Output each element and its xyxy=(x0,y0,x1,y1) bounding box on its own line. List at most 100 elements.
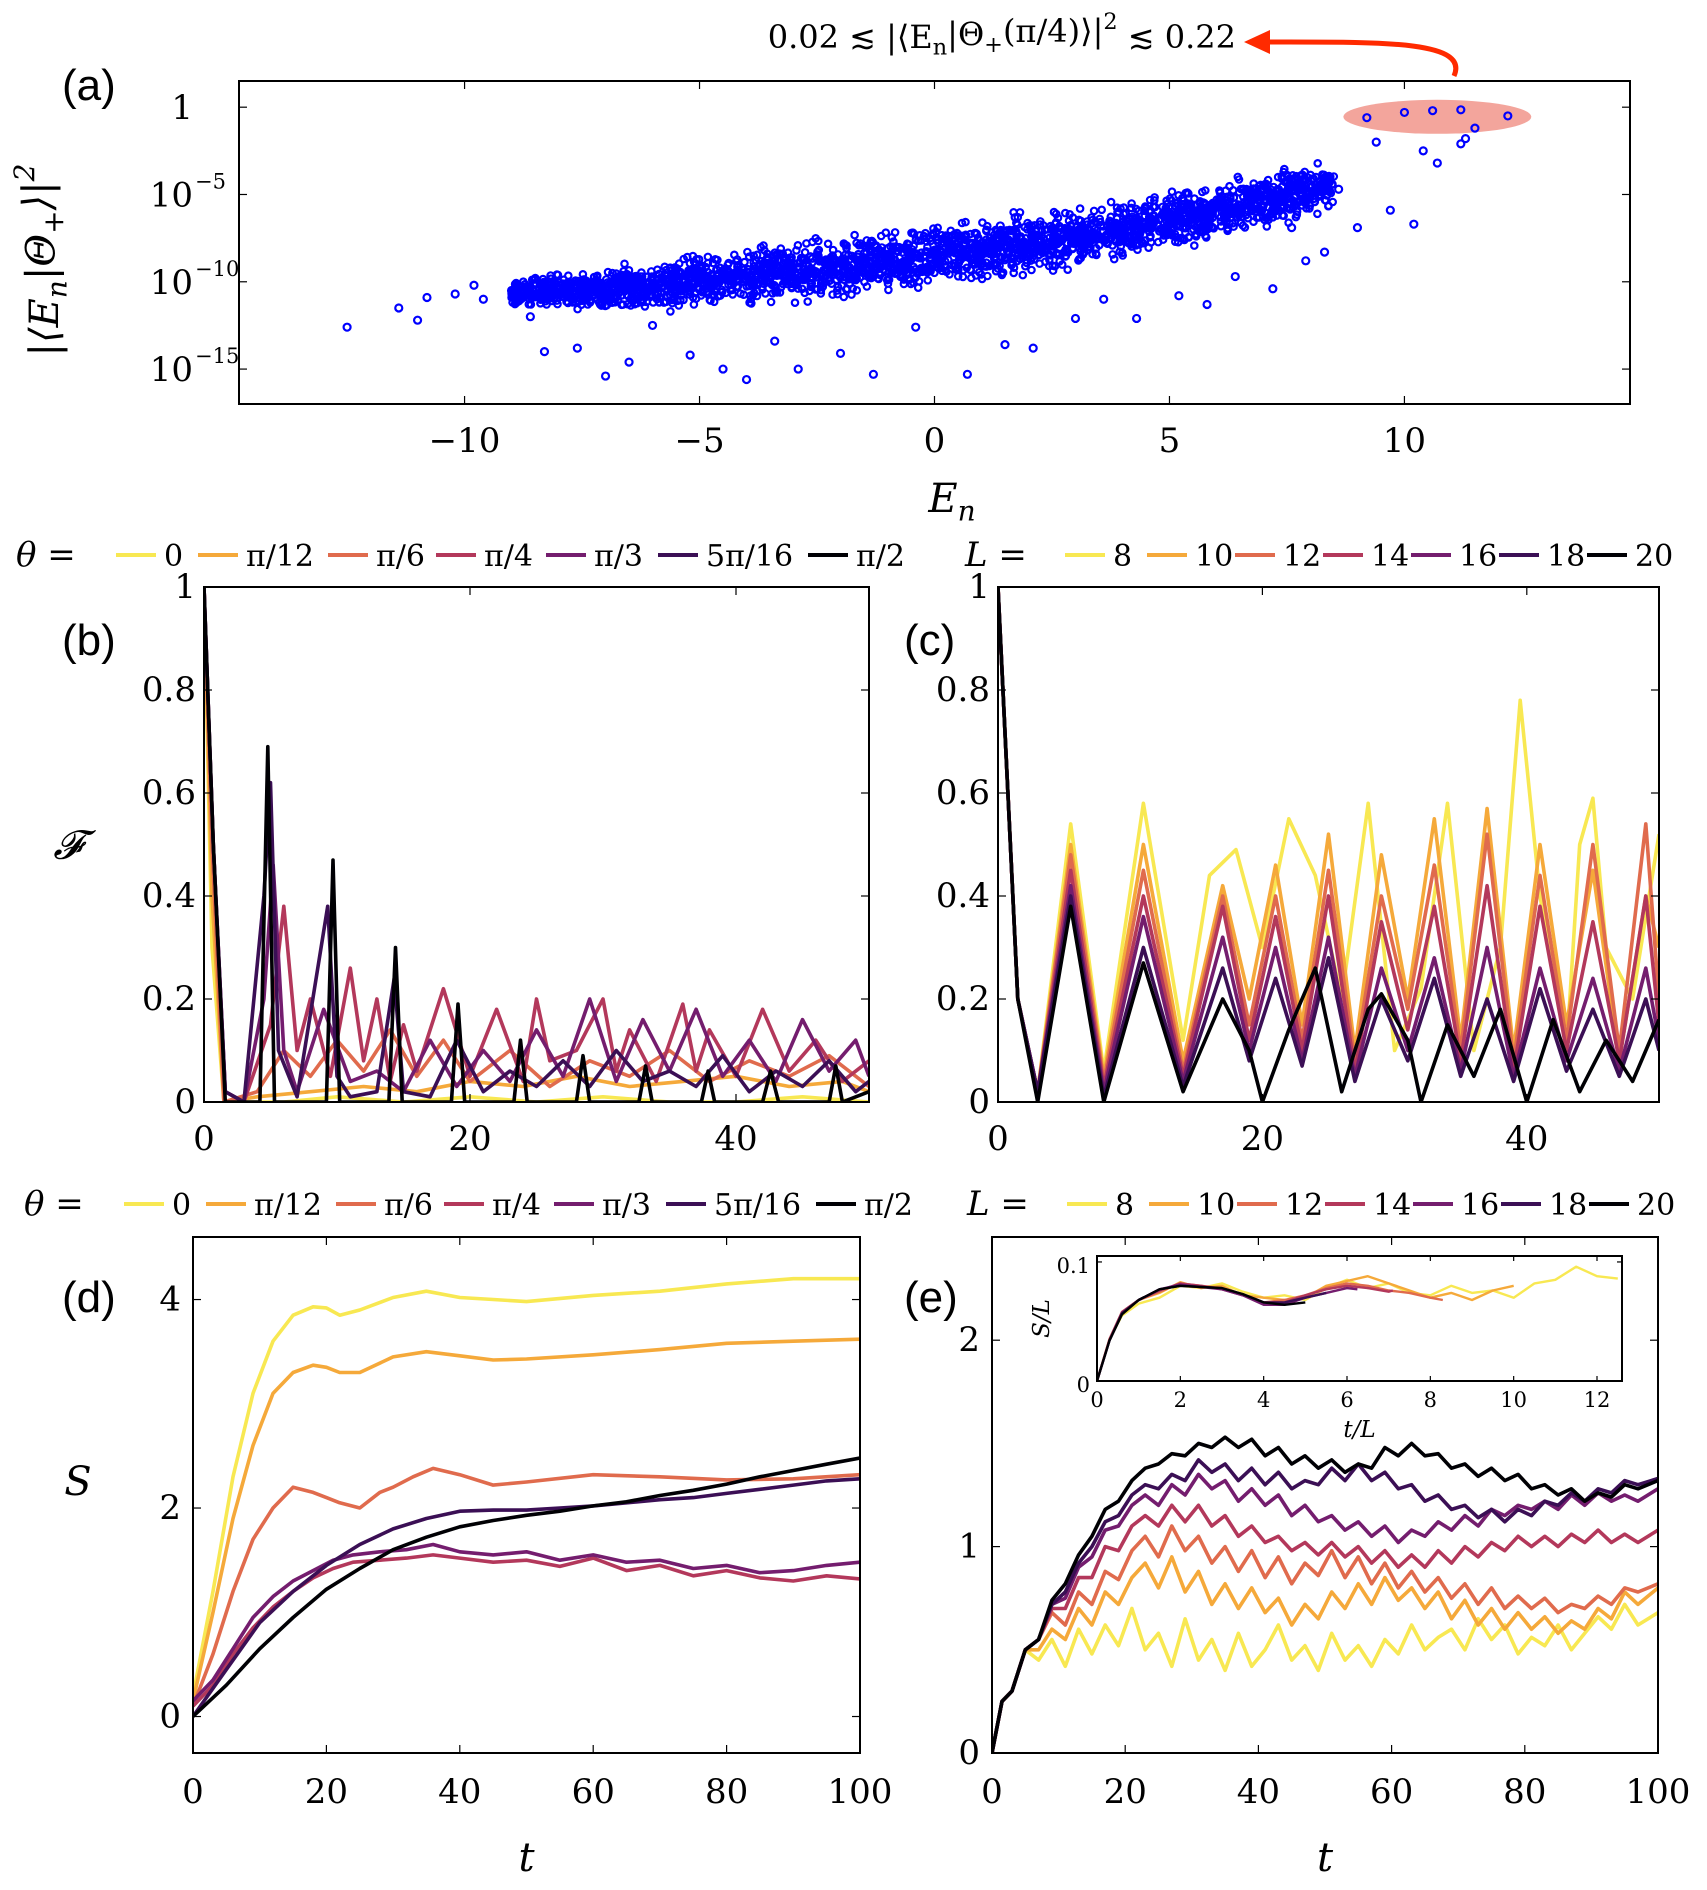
a-cloud-point xyxy=(752,250,762,260)
a-data-point xyxy=(1418,146,1428,156)
a-cloud-point xyxy=(623,299,632,309)
a-cloud-point xyxy=(1075,204,1085,213)
d-frame xyxy=(192,1236,861,1754)
legend-theta-top: θ = 0 π/12 π/6 π/4 π/3 5π/16 π/2 xyxy=(16,535,905,575)
a-cloud-point xyxy=(961,231,971,240)
d-series-5 xyxy=(193,1542,860,1703)
legend-c-label-5: 16 xyxy=(1459,539,1497,574)
legend-b-label-5: π/3 xyxy=(594,539,643,574)
a-cloud-point xyxy=(766,297,776,307)
a-cloud-point xyxy=(597,280,607,290)
a-cloud-point xyxy=(995,261,1004,271)
a-cloud-point xyxy=(1130,218,1140,227)
legend-d-label-4: π/4 xyxy=(492,1188,541,1223)
a-cloud-point xyxy=(537,283,547,293)
a-cloud-point xyxy=(1009,263,1019,273)
legend-L-bottom: L = 8 10 12 14 16 18 20 xyxy=(966,1184,1675,1224)
a-cloud-point xyxy=(565,293,575,303)
a-cloud-point xyxy=(1172,209,1182,218)
a-cloud-point xyxy=(1179,196,1189,205)
d-series-4 xyxy=(193,1553,860,1708)
a-cloud-point xyxy=(958,265,968,275)
a-cloud-point xyxy=(953,271,963,281)
a-cloud-point xyxy=(1320,195,1330,205)
a-xlabel: En​ xyxy=(927,476,975,527)
a-cloud-point xyxy=(759,279,769,289)
a-data-point xyxy=(1028,343,1038,353)
a-cloud-point xyxy=(1132,213,1141,223)
a-data-point xyxy=(1456,139,1466,149)
a-cloud-point xyxy=(859,248,869,258)
a-cloud-point xyxy=(1123,238,1133,247)
legend-d-label-2: π/12 xyxy=(254,1188,322,1223)
a-cloud-point xyxy=(1035,220,1045,229)
legend-b-label-7: π/2 xyxy=(856,539,905,574)
e-series-2 xyxy=(992,1555,1658,1753)
a-cloud-point xyxy=(881,228,891,238)
a-cloud-point xyxy=(759,276,769,286)
a-cloud-point xyxy=(532,289,542,298)
a-cloud-point xyxy=(592,272,602,282)
a-cloud-point xyxy=(682,252,692,262)
a-cloud-point xyxy=(860,268,870,278)
a-cloud-point xyxy=(868,270,878,280)
a-cloud-point xyxy=(1093,230,1103,240)
a-cloud-point xyxy=(922,237,932,246)
e-xtick-label: 0 xyxy=(981,1772,1003,1812)
a-cloud-point xyxy=(833,289,842,299)
a-cloud-point xyxy=(939,237,949,247)
a-cloud-point xyxy=(921,228,930,238)
a-cloud-point xyxy=(1226,213,1235,223)
a-cloud-point xyxy=(797,284,807,294)
a-cloud-point xyxy=(1174,201,1183,210)
a-cloud-point xyxy=(755,265,765,275)
legend-c-label-1: 8 xyxy=(1113,539,1132,574)
a-data-point xyxy=(1202,299,1212,310)
a-cloud-point xyxy=(717,287,727,297)
a-cloud-point xyxy=(1048,226,1057,235)
c-panel-label: (c) xyxy=(904,616,955,665)
d-series-7 xyxy=(193,1456,860,1718)
a-cloud-point xyxy=(1074,254,1084,264)
a-cloud-point xyxy=(672,263,682,273)
a-cloud-point xyxy=(708,280,717,289)
a-cloud-point xyxy=(1025,249,1035,259)
a-annotation-arrow xyxy=(1261,39,1459,78)
d-xtick-label: 100 xyxy=(828,1772,893,1812)
a-data-point xyxy=(1460,134,1471,144)
a-cloud-point xyxy=(870,256,880,266)
a-cloud-point xyxy=(587,291,597,300)
a-cloud-point xyxy=(1183,188,1192,197)
a-cloud-point xyxy=(981,226,991,236)
inset-xtick-label: 4 xyxy=(1257,1388,1270,1412)
inset-xtick-label: 12 xyxy=(1584,1388,1611,1412)
a-cloud-point xyxy=(1315,177,1324,187)
a-cloud-point xyxy=(954,255,964,265)
a-cloud-point xyxy=(904,275,914,285)
b-xtick-label: 0 xyxy=(193,1119,215,1159)
a-cloud-point xyxy=(1144,243,1153,253)
a-cloud-point xyxy=(707,269,717,279)
a-cloud-point xyxy=(904,240,914,249)
c-xtick-label: 0 xyxy=(987,1119,1009,1159)
a-cloud-point xyxy=(553,299,562,309)
a-cloud-point xyxy=(849,275,858,285)
a-data-point xyxy=(1268,284,1278,294)
a-cloud-point xyxy=(1044,249,1053,259)
a-cloud-point xyxy=(529,275,539,284)
panel-c: 0 20 40 0 0.2 0.4 0.6 0.8 1 (c) xyxy=(904,567,1660,1159)
a-cloud-point xyxy=(936,250,946,260)
b-ytick-label: 0.8 xyxy=(142,670,196,710)
a-cloud-point xyxy=(541,296,550,306)
a-cloud-point xyxy=(961,217,970,227)
a-cloud-point xyxy=(692,254,701,264)
a-cloud-point xyxy=(560,285,570,295)
a-cloud-point xyxy=(654,298,664,307)
a-cloud-point xyxy=(609,285,619,295)
e-xtick-label: 80 xyxy=(1503,1772,1546,1812)
a-cloud-point xyxy=(800,255,809,264)
inset-xlabel: t/L xyxy=(1343,1417,1375,1443)
a-data-point xyxy=(995,221,1005,231)
